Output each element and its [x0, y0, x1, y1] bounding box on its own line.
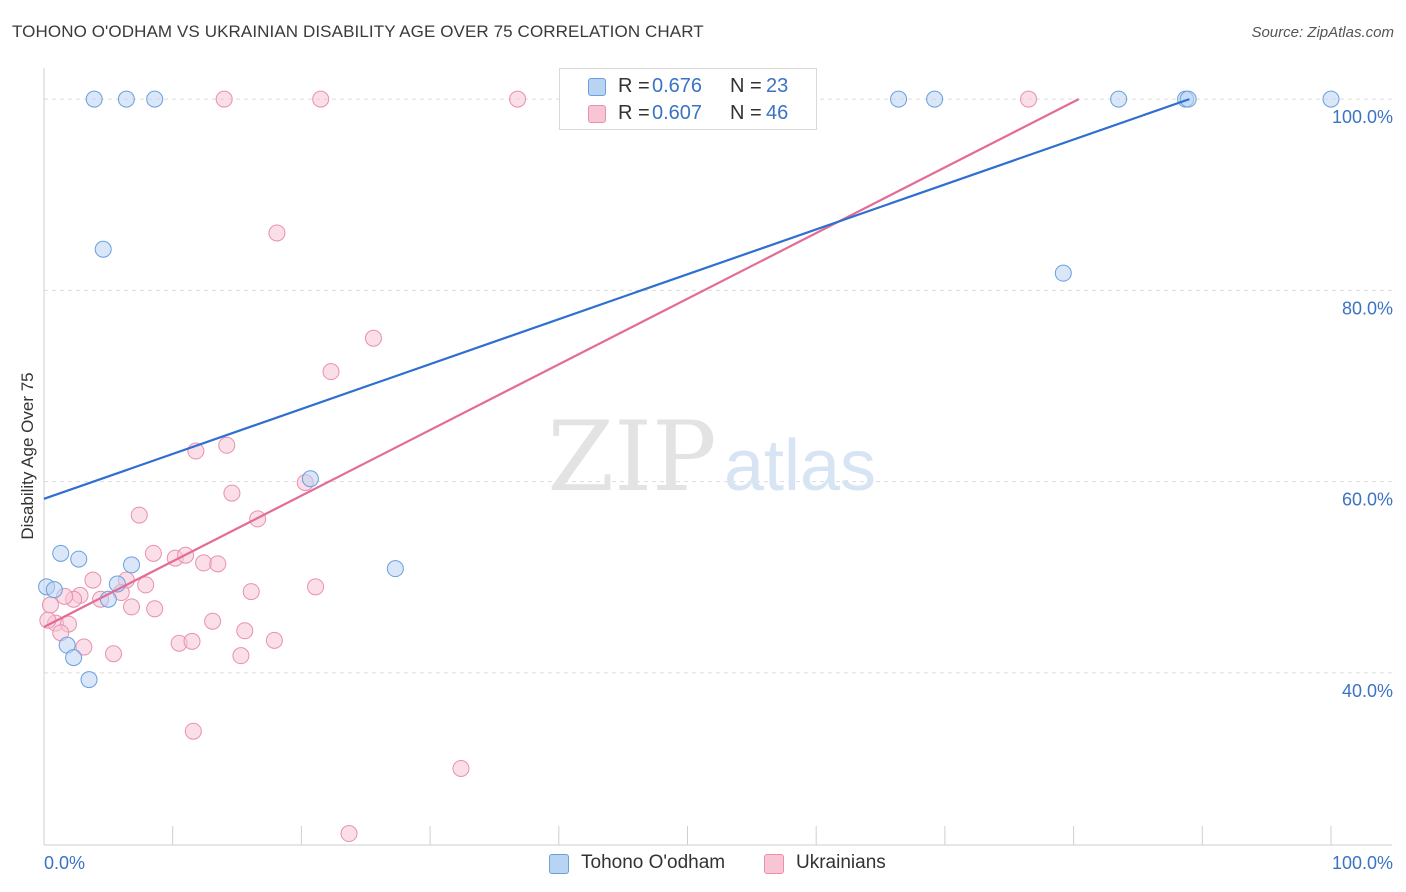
- n-label: N =: [730, 102, 762, 124]
- data-point-tohono: [52, 544, 70, 562]
- trendline-ukrainians: [43, 98, 1080, 628]
- y-tick-label: 60.0%: [1342, 490, 1393, 510]
- legend-row-tohono: R = 0.676 N = 23: [560, 75, 816, 103]
- data-point-tohono: [117, 90, 135, 108]
- data-point-tohono: [301, 470, 319, 488]
- legend-row-ukrainians: R = 0.607 N = 46: [560, 102, 816, 130]
- data-point-ukrainians: [223, 484, 241, 502]
- series-ukrainians: [39, 90, 1038, 843]
- axes: [43, 68, 1392, 846]
- tick-labels: 40.0% 60.0% 80.0% 100.0% 0.0% 100.0%: [44, 107, 1393, 873]
- watermark: ZIP atlas: [547, 401, 876, 513]
- data-point-ukrainians: [75, 638, 93, 656]
- data-point-ukrainians: [218, 436, 236, 454]
- data-point-ukrainians: [183, 632, 201, 650]
- series-tohono-oodham: [38, 90, 1340, 689]
- legend-swatch-pink: [764, 854, 784, 874]
- legend-swatch-blue: [588, 78, 606, 96]
- data-point-tohono: [146, 90, 164, 108]
- data-point-tohono: [890, 90, 908, 108]
- data-point-ukrainians: [232, 647, 250, 665]
- data-point-ukrainians: [1020, 90, 1038, 108]
- n-value: 23: [766, 75, 789, 97]
- r-label: R =: [618, 75, 650, 97]
- r-value: 0.607: [652, 102, 703, 124]
- watermark-atlas: atlas: [724, 426, 876, 506]
- data-point-ukrainians: [307, 578, 325, 596]
- x-tick-label: 0.0%: [44, 853, 85, 873]
- y-tick-label: 100.0%: [1332, 107, 1393, 127]
- x-tick-label: 100.0%: [1332, 853, 1393, 873]
- y-axis-label: Disability Age Over 75: [18, 372, 37, 539]
- legend-label: Ukrainians: [796, 852, 886, 873]
- data-point-tohono: [94, 240, 112, 258]
- data-point-ukrainians: [144, 544, 162, 562]
- data-point-ukrainians: [265, 631, 283, 649]
- data-point-ukrainians: [312, 90, 330, 108]
- trendlines: [43, 98, 1190, 628]
- data-point-ukrainians: [123, 598, 141, 616]
- data-point-ukrainians: [236, 622, 254, 640]
- data-point-ukrainians: [195, 554, 213, 572]
- y-tick-label: 80.0%: [1342, 298, 1393, 318]
- correlation-legend: R = 0.676 N = 23 R = 0.607 N = 46: [559, 68, 817, 130]
- legend-swatch-blue: [549, 854, 569, 874]
- data-point-ukrainians: [340, 825, 358, 843]
- data-point-tohono: [1054, 264, 1072, 282]
- data-point-tohono: [1110, 90, 1128, 108]
- legend-label: Tohono O'odham: [581, 852, 726, 873]
- data-point-ukrainians: [322, 363, 340, 381]
- data-point-ukrainians: [209, 555, 227, 573]
- n-value: 46: [766, 102, 789, 124]
- data-point-tohono: [80, 671, 98, 689]
- chart-title: TOHONO O'ODHAM VS UKRAINIAN DISABILITY A…: [12, 22, 704, 41]
- n-label: N =: [730, 75, 762, 97]
- data-point-tohono: [85, 90, 103, 108]
- data-point-ukrainians: [184, 722, 202, 740]
- grid-lines: [44, 98, 1392, 674]
- source-credit: Source: ZipAtlas.com: [1251, 24, 1394, 41]
- data-point-ukrainians: [204, 612, 222, 630]
- data-point-ukrainians: [242, 583, 260, 601]
- data-point-tohono: [1322, 90, 1340, 108]
- legend-swatch-pink: [588, 105, 606, 123]
- data-point-tohono: [70, 550, 88, 568]
- data-point-ukrainians: [137, 576, 155, 594]
- data-point-ukrainians: [104, 645, 122, 663]
- r-label: R =: [618, 102, 650, 124]
- watermark-zip: ZIP: [547, 401, 716, 513]
- data-point-tohono: [45, 581, 63, 599]
- data-point-ukrainians: [268, 224, 286, 242]
- data-point-tohono: [926, 90, 944, 108]
- data-point-tohono: [386, 560, 404, 578]
- data-point-tohono: [123, 556, 141, 574]
- data-point-ukrainians: [130, 506, 148, 524]
- data-point-ukrainians: [41, 596, 59, 614]
- data-point-ukrainians: [215, 90, 233, 108]
- r-value: 0.676: [652, 75, 703, 97]
- trendline-tohono: [43, 98, 1190, 500]
- data-point-ukrainians: [509, 90, 527, 108]
- data-point-ukrainians: [146, 600, 164, 618]
- data-point-tohono: [65, 649, 83, 667]
- data-point-ukrainians: [452, 760, 470, 777]
- y-tick-label: 40.0%: [1342, 681, 1393, 701]
- data-point-ukrainians: [364, 329, 382, 347]
- data-point-ukrainians: [84, 571, 102, 589]
